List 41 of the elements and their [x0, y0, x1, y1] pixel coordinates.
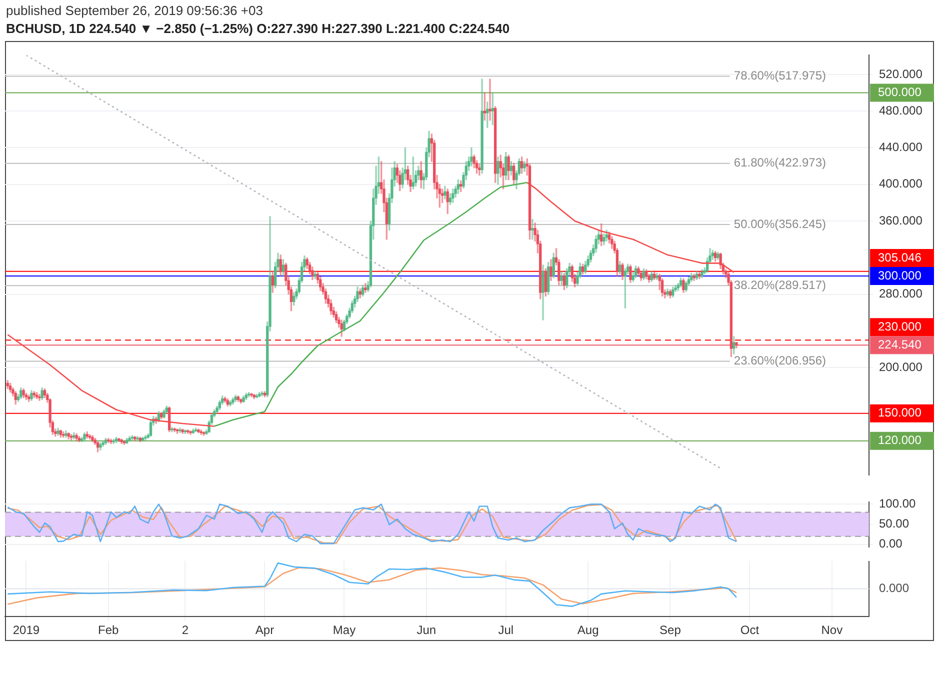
y-tick-label: 480.000	[879, 103, 923, 118]
y-tick-label: 400.000	[879, 176, 923, 191]
y-tick-label: 520.000	[879, 66, 923, 81]
y-tick-label: 100.00	[879, 496, 916, 511]
x-tick-label: Nov	[821, 623, 843, 638]
x-tick-label: Oct	[740, 623, 760, 638]
y-tick-label: 0.00	[879, 536, 903, 551]
candlestick	[364, 282, 367, 293]
y-tick-label: 440.000	[879, 140, 923, 154]
x-tick-label: Sep	[660, 623, 682, 638]
chart-subtitle: BCHUSD, 1D 224.540 ▼ −2.850 (−1.25%) O:227.390 H:227.390 L:221.400 C:224.540	[6, 20, 510, 38]
x-tick-label: Jun	[416, 623, 436, 638]
ref-line-label: 78.60%(517.975)	[734, 68, 826, 83]
candlestick	[144, 435, 147, 440]
ref-line-label: 61.80%(422.973)	[734, 156, 826, 170]
chart-title: published September 26, 2019 09:56:36 +03	[6, 2, 264, 20]
x-tick-label: May	[332, 623, 356, 638]
ref-line-label: 38.20%(289.517)	[734, 278, 826, 292]
ref-line-label: 305.046	[878, 250, 922, 264]
y-tick-label: 50.00	[879, 516, 910, 531]
ref-line-label: 23.60%(206.956)	[734, 354, 826, 368]
ref-line-label: 120.000	[878, 433, 922, 448]
candlestick	[38, 394, 41, 401]
x-tick-label: Aug	[577, 623, 599, 638]
ref-line-label: 300.000	[878, 268, 922, 282]
ref-line-label: 230.000	[878, 319, 922, 334]
candlestick	[488, 78, 492, 121]
x-tick-label: Jul	[498, 623, 514, 638]
x-tick-label: Apr	[255, 623, 274, 638]
ref-line-label: 150.000	[878, 406, 922, 420]
y-tick-label: 280.000	[879, 286, 923, 301]
y-tick-label: 360.000	[879, 213, 923, 228]
y-tick-label: 200.000	[879, 360, 923, 374]
x-tick-label: Feb	[98, 623, 120, 638]
ref-line-label: 224.540	[878, 337, 922, 352]
x-tick-label: 2019	[12, 623, 40, 638]
x-tick-label: 2	[182, 623, 189, 638]
candlestick	[110, 438, 112, 444]
ref-line-label: 0.000	[879, 581, 910, 596]
ref-line-label: 50.00%(356.245)	[734, 216, 826, 231]
ref-line-label: 500.000	[878, 85, 922, 100]
